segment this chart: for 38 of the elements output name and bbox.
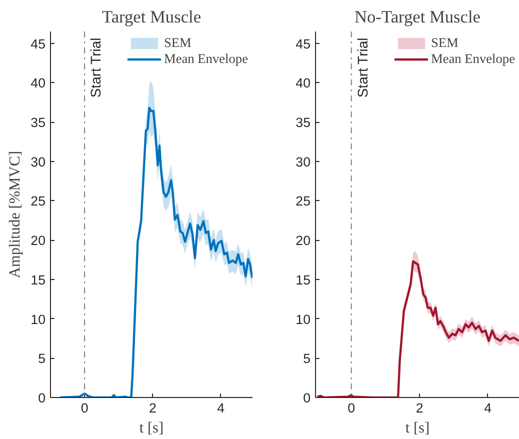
y-tick-label: 20: [30, 233, 46, 248]
y-tick-label: 0: [303, 390, 311, 406]
x-axis-title: t [s]: [405, 420, 430, 436]
y-tick-label: 5: [38, 351, 46, 366]
x-tick-label: 2: [416, 400, 424, 416]
chart-title: No-Target Muscle: [354, 8, 481, 26]
y-tick-label: 35: [296, 115, 311, 130]
y-tick-label: 25: [296, 194, 311, 209]
x-tick-label: 4: [484, 400, 492, 416]
y-tick-label: 30: [296, 154, 311, 170]
y-tick-label: 45: [30, 36, 46, 52]
ref-line-label: Start Trial: [354, 38, 370, 98]
y-tick-label: 25: [30, 194, 46, 209]
chart-title: Target Muscle: [102, 8, 202, 26]
x-axis-title: t [s]: [139, 420, 164, 436]
y-tick-label: 45: [296, 36, 311, 52]
legend-label: Mean Envelope: [164, 51, 248, 67]
legend-label: SEM: [164, 35, 192, 51]
x-tick-label: 0: [348, 400, 356, 416]
line-series: [58, 106, 252, 398]
y-tick-label: 10: [296, 312, 311, 327]
y-tick-label: 10: [30, 312, 46, 327]
x-tick-label: 4: [217, 400, 226, 416]
y-tick-label: 30: [30, 154, 46, 170]
y-tick-label: 15: [296, 272, 311, 288]
legend-label: Mean Envelope: [430, 51, 515, 67]
legend-label: SEM: [430, 35, 458, 51]
ref-line-label: Start Trial: [88, 38, 104, 98]
y-tick-label: 40: [296, 76, 311, 91]
y-tick-label: 20: [296, 233, 311, 248]
y-axis-title: Amplitude [%MVC]: [6, 150, 24, 278]
y-tick-label: 40: [30, 76, 46, 91]
y-tick-label: 15: [30, 272, 46, 288]
y-tick-label: 0: [38, 390, 46, 406]
x-tick-label: 2: [148, 400, 156, 416]
y-tick-label: 5: [303, 351, 311, 366]
x-tick-label: 0: [80, 400, 88, 416]
y-tick-label: 35: [30, 115, 46, 130]
